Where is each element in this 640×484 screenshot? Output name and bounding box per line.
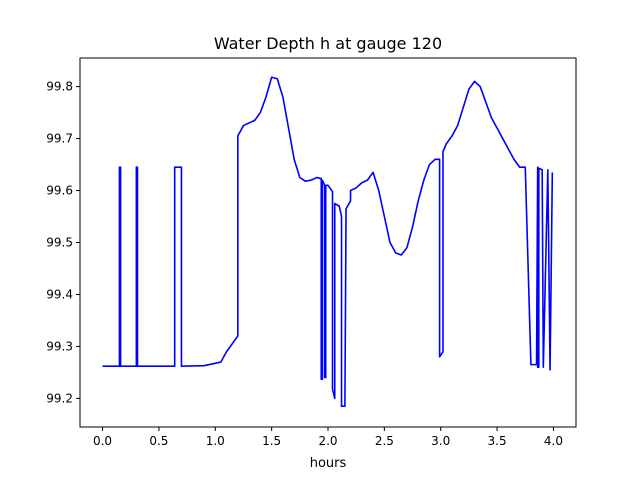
y-tick-label: 99.5 xyxy=(46,236,73,250)
y-tick-label: 99.7 xyxy=(46,132,73,146)
x-tick-label: 2.0 xyxy=(318,434,337,448)
y-tick-label: 99.3 xyxy=(46,339,73,353)
x-tick-label: 2.5 xyxy=(375,434,394,448)
x-tick-label: 1.0 xyxy=(206,434,225,448)
x-tick-label: 1.5 xyxy=(262,434,281,448)
x-axis-label: hours xyxy=(310,456,347,471)
y-tick-label: 99.2 xyxy=(46,391,73,405)
chart-title: Water Depth h at gauge 120 xyxy=(214,34,442,53)
x-tick-label: 3.5 xyxy=(488,434,507,448)
x-tick-label: 3.0 xyxy=(431,434,450,448)
x-tick-label: 4.0 xyxy=(544,434,563,448)
x-tick-label: 0.0 xyxy=(93,434,112,448)
series-line xyxy=(102,76,554,408)
x-tick-label: 0.5 xyxy=(149,434,168,448)
y-tick-label: 99.8 xyxy=(46,80,73,94)
y-tick-label: 99.4 xyxy=(46,287,73,301)
y-tick-label: 99.6 xyxy=(46,184,73,198)
